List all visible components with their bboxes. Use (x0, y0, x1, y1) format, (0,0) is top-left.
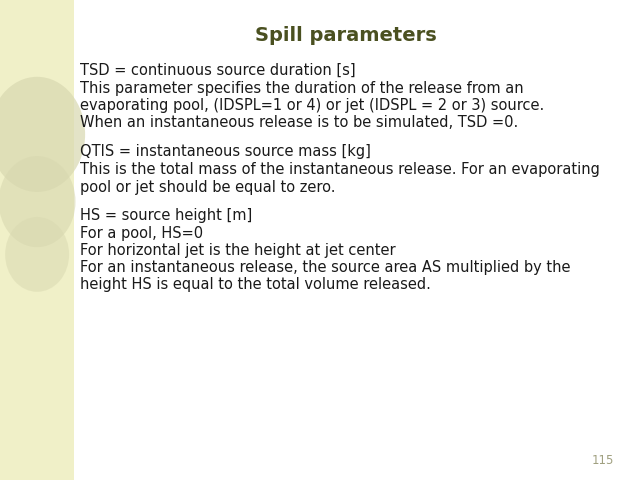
Text: evaporating pool, (IDSPL=1 or 4) or jet (IDSPL = 2 or 3) source.: evaporating pool, (IDSPL=1 or 4) or jet … (80, 98, 544, 113)
Text: For a pool, HS=0: For a pool, HS=0 (80, 226, 203, 240)
Text: Spill parameters: Spill parameters (255, 26, 436, 46)
FancyBboxPatch shape (0, 0, 74, 480)
Text: QTIS = instantaneous source mass [kg]: QTIS = instantaneous source mass [kg] (80, 144, 371, 159)
Text: HS = source height [m]: HS = source height [m] (80, 208, 252, 223)
Ellipse shape (5, 217, 69, 292)
Text: When an instantaneous release is to be simulated, TSD =0.: When an instantaneous release is to be s… (80, 115, 518, 130)
Text: This is the total mass of the instantaneous release. For an evaporating: This is the total mass of the instantane… (80, 162, 600, 177)
Text: This parameter specifies the duration of the release from an: This parameter specifies the duration of… (80, 81, 524, 96)
Ellipse shape (0, 156, 76, 247)
Text: pool or jet should be equal to zero.: pool or jet should be equal to zero. (80, 180, 335, 194)
Ellipse shape (0, 77, 85, 192)
Text: 115: 115 (592, 454, 614, 467)
Text: For an instantaneous release, the source area AS multiplied by the: For an instantaneous release, the source… (80, 260, 570, 275)
Text: height HS is equal to the total volume released.: height HS is equal to the total volume r… (80, 277, 431, 292)
Text: TSD = continuous source duration [s]: TSD = continuous source duration [s] (80, 62, 356, 77)
Text: For horizontal jet is the height at jet center: For horizontal jet is the height at jet … (80, 243, 396, 258)
